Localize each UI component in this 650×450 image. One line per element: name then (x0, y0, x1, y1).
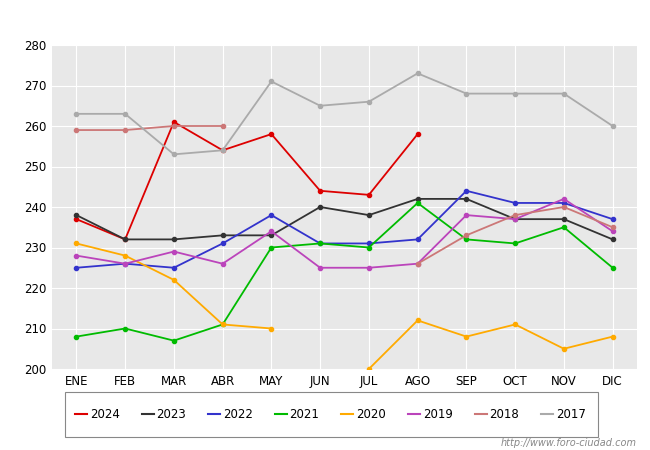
Text: http://www.foro-ciudad.com: http://www.foro-ciudad.com (501, 438, 637, 448)
Text: 2022: 2022 (223, 408, 253, 420)
Text: 2021: 2021 (289, 408, 319, 420)
Text: 2017: 2017 (556, 408, 586, 420)
Text: Afiliados en El Pla del Penedès a 31/8/2024: Afiliados en El Pla del Penedès a 31/8/2… (146, 7, 504, 25)
Text: 2019: 2019 (422, 408, 452, 420)
Text: 2024: 2024 (90, 408, 120, 420)
FancyBboxPatch shape (65, 392, 598, 436)
Text: 2023: 2023 (156, 408, 186, 420)
Text: 2018: 2018 (489, 408, 519, 420)
Text: 2020: 2020 (356, 408, 386, 420)
